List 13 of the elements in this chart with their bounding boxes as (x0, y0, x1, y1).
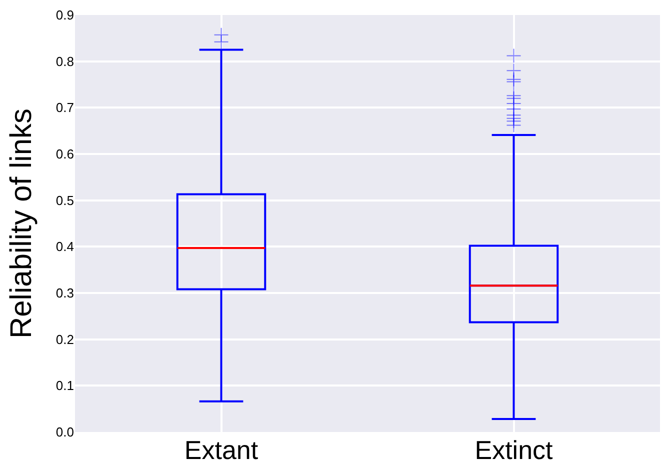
y-tick-label: 0.0 (56, 424, 74, 440)
y-tick-label: 0.8 (56, 54, 74, 69)
y-tick-label: 0.6 (56, 146, 74, 162)
y-tick-label: 0.5 (56, 192, 74, 208)
y-tick-label: 0.7 (56, 100, 74, 116)
y-tick-label: 0.4 (56, 239, 74, 254)
x-tick-label: Extinct (474, 435, 554, 465)
y-tick-label: 0.9 (56, 8, 74, 23)
x-tick-label: Extant (184, 435, 259, 465)
y-tick-label: 0.2 (56, 332, 74, 347)
y-axis-title: Reliability of links (4, 108, 38, 339)
y-tick-label: 0.3 (56, 286, 74, 301)
y-tick-label: 0.1 (56, 378, 74, 394)
